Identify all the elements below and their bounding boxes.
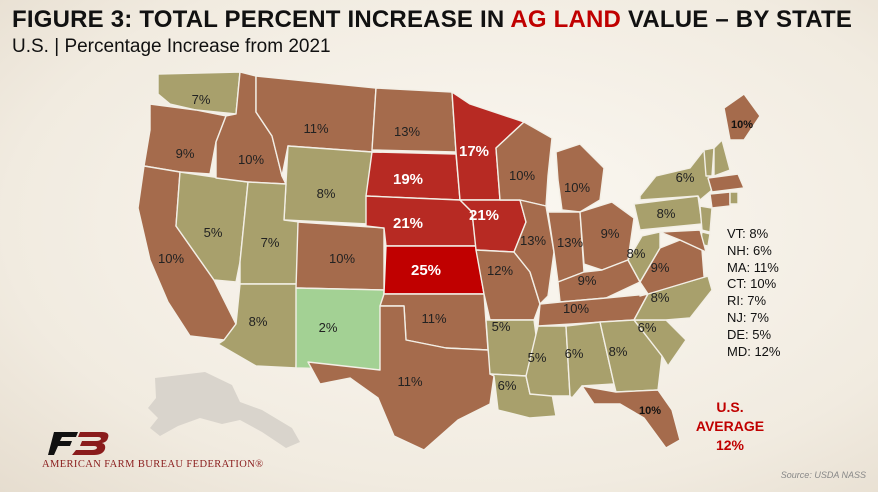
- source-note: Source: USDA NASS: [780, 470, 866, 480]
- state-label-tn: 10%: [563, 301, 589, 316]
- state-label-ar: 5%: [492, 319, 511, 334]
- title-block: FIGURE 3: TOTAL PERCENT INCREASE IN AG L…: [12, 6, 852, 58]
- state-label-ks: 25%: [411, 262, 441, 279]
- state-tx: [307, 305, 495, 451]
- state-label-wy: 8%: [317, 186, 336, 201]
- state-or: [143, 103, 227, 175]
- state-label-mt: 11%: [303, 121, 328, 136]
- average-label-2: AVERAGE: [695, 418, 765, 434]
- state-label-pa: 8%: [657, 206, 676, 221]
- legend-item: MD: 12%: [727, 343, 781, 359]
- state-label-mo: 12%: [487, 263, 513, 278]
- legend-item: NJ: 7%: [727, 309, 769, 325]
- state-label-sd: 19%: [393, 171, 423, 188]
- states-layer: [137, 71, 761, 451]
- state-label-oh: 9%: [601, 226, 620, 241]
- legend-item: NH: 6%: [727, 242, 772, 258]
- state-label-nc: 8%: [651, 290, 670, 305]
- state-label-ne: 21%: [393, 215, 423, 232]
- state-label-az: 8%: [249, 314, 268, 329]
- alaska-shape: [148, 372, 300, 448]
- state-label-ny: 6%: [676, 170, 695, 185]
- state-md: [659, 229, 707, 253]
- state-ct: [709, 191, 731, 209]
- legend-item: VT: 8%: [727, 226, 769, 241]
- state-label-mi: 10%: [564, 180, 590, 195]
- legend-item: MA: 11%: [727, 259, 779, 275]
- state-label-ga: 8%: [609, 344, 628, 359]
- afbf-logo-mark: [48, 432, 109, 455]
- state-ri: [729, 191, 739, 205]
- state-label-me: 10%: [731, 119, 753, 131]
- state-label-il: 13%: [520, 233, 546, 248]
- small-states-legend: VT: 8% NH: 6% MA: 11% CT: 10% RI: 7% NJ:…: [727, 226, 780, 360]
- title-suffix: VALUE – BY STATE: [621, 6, 853, 33]
- state-label-wa: 7%: [192, 92, 211, 107]
- state-label-nm: 2%: [319, 320, 338, 335]
- state-label-ms: 5%: [528, 350, 547, 365]
- afbf-logo-text: AMERICAN FARM BUREAU FEDERATION®: [42, 459, 264, 470]
- state-wi: [495, 121, 553, 207]
- state-label-id: 10%: [238, 152, 264, 167]
- state-ma: [707, 173, 745, 193]
- average-value: 12%: [715, 437, 745, 453]
- legend-item: DE: 5%: [727, 326, 772, 342]
- state-fl: [581, 385, 681, 449]
- title-highlight: AG LAND: [510, 6, 622, 33]
- state-label-tx: 11%: [397, 374, 422, 389]
- title-prefix: FIGURE 3: TOTAL PERCENT INCREASE IN: [12, 6, 511, 33]
- state-wv: [627, 231, 661, 283]
- legend-item: CT: 10%: [727, 276, 777, 292]
- state-nj: [699, 205, 713, 233]
- state-nm: [295, 287, 385, 371]
- state-label-or: 9%: [176, 146, 195, 161]
- state-label-ky: 9%: [578, 273, 597, 288]
- state-label-wv: 8%: [627, 246, 646, 261]
- state-wy: [283, 145, 373, 225]
- state-vt: [703, 147, 715, 177]
- state-label-sc: 6%: [638, 320, 657, 335]
- figure-title: FIGURE 3: TOTAL PERCENT INCREASE IN AG L…: [12, 6, 852, 34]
- state-label-ut: 7%: [261, 235, 280, 250]
- figure-subtitle: U.S. | Percentage Increase from 2021: [12, 36, 331, 57]
- state-label-wi: 10%: [509, 168, 535, 183]
- state-label-ca: 10%: [158, 251, 184, 266]
- state-label-mn: 17%: [459, 143, 489, 160]
- state-label-nv: 5%: [204, 225, 223, 240]
- state-label-in: 13%: [557, 235, 583, 250]
- state-label-va: 9%: [651, 260, 670, 275]
- state-nd: [371, 87, 457, 153]
- state-label-al: 6%: [565, 346, 584, 361]
- afbf-logo: AMERICAN FARM BUREAU FEDERATION®: [42, 430, 312, 472]
- state-label-fl: 10%: [639, 405, 661, 417]
- legend-item: RI: 7%: [727, 293, 767, 309]
- labels-layer: 7% 9% 10% 5% 10% 11% 8% 7% 8% 10% 2% 13% 19% 21% 25% 11…: [158, 92, 753, 417]
- state-nc: [633, 275, 713, 321]
- us-average: U.S. AVERAGE 12%: [678, 398, 782, 455]
- state-me: [723, 93, 761, 141]
- state-label-ia: 21%: [469, 207, 499, 224]
- state-nh: [713, 139, 731, 177]
- state-mi: [555, 143, 605, 213]
- state-label-co: 10%: [329, 251, 355, 266]
- state-label-la: 6%: [498, 378, 517, 393]
- state-label-ok: 11%: [421, 311, 446, 326]
- average-label-1: U.S.: [716, 399, 744, 415]
- state-label-nd: 13%: [394, 124, 420, 139]
